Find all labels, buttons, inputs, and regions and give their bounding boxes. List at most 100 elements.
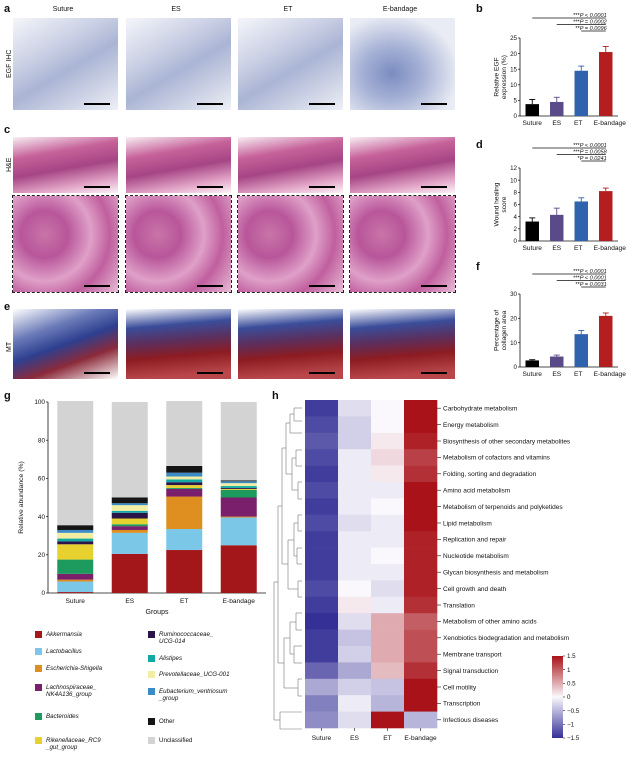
panel-letter-a: a	[4, 3, 11, 15]
scale-bar	[309, 285, 335, 287]
chart-b-egf-expression: 0 5 10 15 20 25 Relative EGFexpression (%) Sutu…	[494, 13, 627, 127]
y-axis-label-line: Wound healing	[494, 182, 501, 226]
stack-segment	[111, 503, 148, 506]
x-tick-label: Suture	[66, 598, 86, 605]
x-tick-label: E-bandage	[594, 120, 627, 127]
micrograph-ihc-3	[350, 18, 455, 110]
y-tick-label: 0	[514, 238, 518, 245]
stack-segment	[166, 472, 203, 477]
heatmap-cell	[371, 432, 405, 450]
x-tick-label: ES	[552, 371, 561, 378]
heatmap-cell	[404, 547, 438, 565]
heatmap-cell	[404, 662, 438, 680]
y-tick-label: 6	[514, 202, 518, 209]
y-tick-label: 60	[38, 476, 46, 483]
bar-e-bandage	[599, 315, 613, 367]
panel-letter-d: d	[476, 139, 483, 151]
y-tick-label: 80	[38, 437, 46, 444]
y-tick-label: 5	[514, 98, 518, 105]
stack-segment	[220, 545, 257, 593]
micrograph-he-high-3	[349, 195, 456, 293]
heatmap-cell	[338, 547, 372, 565]
stack-segment	[57, 538, 94, 542]
heatmap-cell	[371, 662, 405, 680]
legend-swatch	[148, 737, 155, 744]
micrograph-mt-1	[126, 309, 231, 379]
heatmap-cell	[404, 646, 438, 663]
heatmap-cell	[404, 613, 438, 630]
stack-segment	[166, 488, 203, 497]
y-tick-label: 4	[514, 214, 518, 221]
heatmap-column-label: ET	[383, 735, 391, 742]
y-axis-label-line: Relative EGF	[494, 57, 501, 96]
legend-swatch	[148, 671, 155, 678]
scale-bar	[84, 285, 110, 287]
heatmap-cell	[371, 482, 405, 499]
y-axis-label-line: expression (%)	[501, 55, 508, 99]
heatmap-cell	[305, 596, 339, 614]
chart-h-heatmap: Carbohydrate metabolism Energy metabolism…	[273, 400, 580, 742]
heatmap-cell	[305, 432, 339, 450]
row-label-he: H&E	[6, 157, 13, 172]
scale-bar	[84, 186, 110, 188]
x-tick-label: ET	[574, 245, 582, 252]
heatmap-cell	[338, 580, 372, 598]
heatmap-cell	[338, 711, 372, 729]
heatmap-row-label: Membrane transport	[443, 652, 502, 659]
x-tick-label: Suture	[523, 245, 543, 252]
scale-bar	[197, 103, 223, 105]
chart-g-relative-abundance: 0 20 40 60 80 100 Relative abundance (%) Suture…	[18, 399, 266, 616]
stack-segment	[166, 476, 203, 480]
heatmap-row-label: Biosynthesis of other secondary metaboli…	[443, 438, 571, 445]
significance-label: *P = 0.0241	[578, 156, 607, 162]
stack-segment	[166, 550, 203, 593]
y-tick-label: 100	[34, 399, 45, 406]
y-tick-label: 12	[510, 165, 517, 172]
stack-segment	[111, 526, 148, 530]
micrograph-mt-3	[350, 309, 455, 379]
heatmap-cell	[404, 678, 438, 696]
significance-stars: ***	[573, 269, 580, 275]
heatmap-cell	[338, 629, 372, 647]
heatmap-row-label: Energy metabolism	[443, 422, 499, 429]
stack-segment	[57, 544, 94, 560]
x-tick-label: ES	[552, 245, 561, 252]
significance-stars: ***	[573, 19, 580, 25]
y-axis-label-line: Percentage of	[494, 310, 501, 351]
heatmap-cell	[371, 564, 405, 581]
micrograph-ihc-1	[126, 18, 231, 110]
heatmap-cell	[305, 711, 339, 729]
stack-segment	[57, 525, 94, 530]
stack-segment	[220, 480, 257, 482]
scale-bar	[197, 285, 223, 287]
heatmap-cell	[371, 646, 405, 663]
legend-label: Prevotellaceae_UCG-001	[159, 671, 230, 678]
significance-label: ***P < 0.0001	[573, 143, 607, 149]
heatmap-cell	[404, 629, 438, 647]
stack-segment	[166, 485, 203, 488]
stack-segment	[166, 496, 203, 530]
micrograph-he-high-1	[125, 195, 232, 293]
heatmap-cell	[338, 449, 372, 466]
heatmap-cell	[371, 498, 405, 516]
bar-es	[550, 356, 564, 367]
x-tick-label: E-bandage	[594, 245, 627, 252]
significance-p: P = 0.0096	[580, 26, 608, 32]
legend-label: Other	[159, 718, 175, 725]
stack-segment	[57, 573, 94, 580]
stack-segment	[166, 479, 203, 483]
heatmap-row-label: Amino acid metabolism	[443, 488, 510, 495]
column-header-suture: Suture	[52, 6, 74, 13]
significance-label: ***P < 0.0001	[573, 13, 607, 19]
panel-letter-h: h	[272, 390, 279, 402]
panel-letter-b: b	[476, 3, 483, 15]
y-axis-label: Relative EGFexpression (%)	[494, 55, 509, 99]
heatmap-row-label: Lipid metabolism	[443, 520, 492, 527]
heatmap-cell	[371, 547, 405, 565]
heatmap-cell	[305, 416, 339, 434]
heatmap-cell	[371, 629, 405, 647]
heatmap-row-label: Nucleotide metabolism	[443, 553, 509, 560]
micrograph-he-low-3	[350, 137, 455, 193]
heatmap-cell	[305, 695, 339, 712]
significance-stars: **	[575, 26, 580, 32]
